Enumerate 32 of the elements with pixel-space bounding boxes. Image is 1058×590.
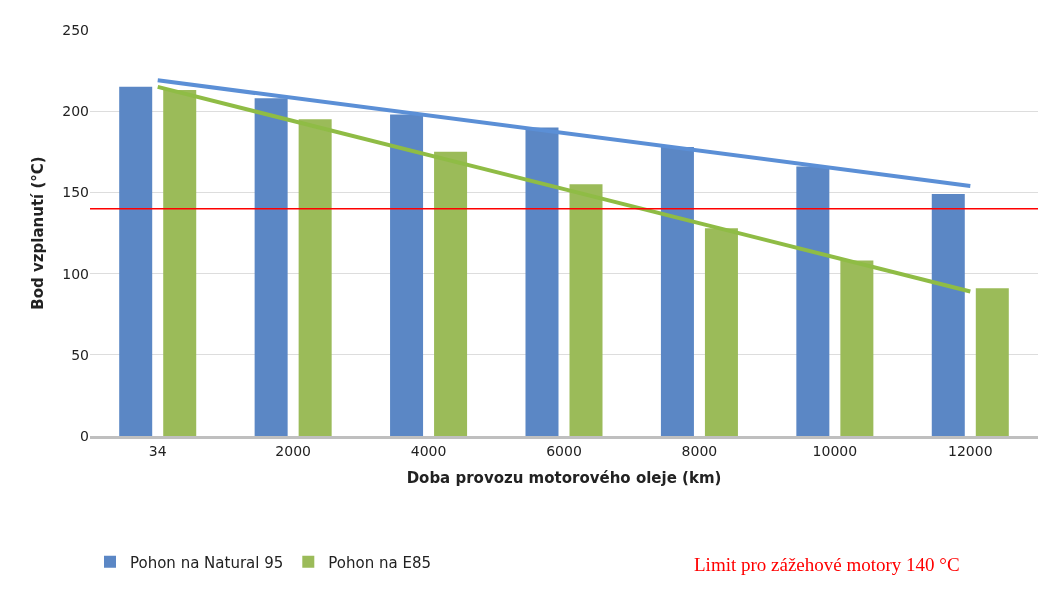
ref-line-label: Limit pro zážehové motory 140 °C xyxy=(694,554,960,575)
x-tick-label: 4000 xyxy=(410,442,447,459)
y-tick-label: 50 xyxy=(71,346,89,363)
bar xyxy=(569,184,603,436)
bar xyxy=(704,228,738,436)
y-tick-label: 200 xyxy=(62,103,89,120)
bar xyxy=(525,127,559,436)
bar xyxy=(975,288,1009,436)
bar xyxy=(163,90,197,436)
legend-label: Pohon na Natural 95 xyxy=(130,553,284,572)
bar xyxy=(119,86,153,436)
bar xyxy=(840,260,874,436)
legend-label: Pohon na E85 xyxy=(328,553,431,572)
x-axis-title: Doba provozu motorového oleje (km) xyxy=(406,468,722,487)
y-axis-title: Bod vzplanutí (°C) xyxy=(28,156,47,310)
y-tick-label: 0 xyxy=(80,427,89,444)
bar xyxy=(931,194,965,436)
bar xyxy=(298,119,332,436)
bar xyxy=(660,146,694,436)
bar xyxy=(254,98,288,436)
x-tick-label: 12000 xyxy=(948,442,993,459)
bar xyxy=(434,151,468,436)
x-tick-label: 2000 xyxy=(275,442,311,459)
y-tick-label: 100 xyxy=(62,265,89,282)
y-tick-label: 150 xyxy=(62,184,89,201)
y-tick-label: 250 xyxy=(62,21,89,38)
bar xyxy=(390,114,424,436)
x-tick-label: 10000 xyxy=(812,442,858,459)
x-tick-label: 34 xyxy=(148,442,167,459)
x-tick-label: 6000 xyxy=(546,442,582,459)
bar xyxy=(796,166,830,436)
x-tick-label: 8000 xyxy=(681,442,718,459)
